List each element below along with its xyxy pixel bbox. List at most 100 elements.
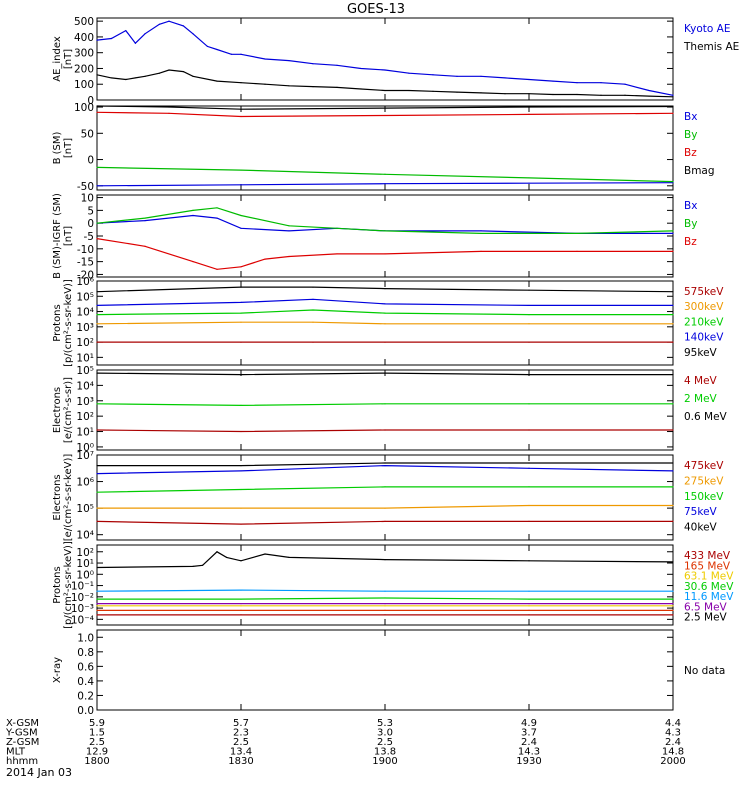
data-point <box>432 90 434 92</box>
data-point <box>672 232 674 235</box>
data-point <box>672 304 674 307</box>
data-point <box>504 77 506 79</box>
data-point <box>158 23 160 25</box>
y-tick-label: 10⁴ <box>76 380 94 392</box>
y-axis-units: [nT] <box>63 49 74 69</box>
x-row-value: 3.7 <box>521 728 537 739</box>
data-point <box>168 20 170 22</box>
data-point <box>672 230 674 232</box>
data-point <box>384 403 386 405</box>
data-point <box>96 39 98 41</box>
data-point <box>384 429 386 431</box>
data-point <box>264 58 266 60</box>
y-tick-label: 10⁻⁴ <box>71 614 94 626</box>
data-point <box>96 472 98 475</box>
data-point <box>144 245 146 247</box>
series-line-300keV <box>96 321 673 325</box>
panel-4: 10¹ 10² 10³ 10⁴ 10⁵ 10⁶ Protons [p/(cm²-s-sr-ke… <box>52 276 724 367</box>
data-point <box>96 111 98 113</box>
y-axis-label: X-ray <box>52 657 63 683</box>
data-point <box>192 33 194 35</box>
data-point <box>216 551 218 553</box>
y-axis-label: B (SM) <box>52 131 63 164</box>
data-point <box>528 304 530 307</box>
data-point <box>528 467 530 469</box>
data-point <box>672 486 674 488</box>
data-point <box>312 341 314 343</box>
data-point <box>384 520 386 523</box>
data-point <box>110 37 112 40</box>
data-point <box>96 598 98 600</box>
data-point <box>528 78 530 81</box>
y-tick-label: 10³ <box>76 322 94 334</box>
data-point <box>672 94 674 96</box>
data-point <box>336 64 338 66</box>
y-tick-label: 10⁰ <box>76 569 94 581</box>
x-row-value: 2.5 <box>377 737 393 748</box>
data-point <box>96 491 98 493</box>
x-row-value: 13.8 <box>374 747 396 758</box>
x-row-value: 14.3 <box>518 747 540 758</box>
y-tick-label: -50 <box>77 181 94 193</box>
data-point <box>96 314 98 316</box>
data-point <box>240 266 242 268</box>
legend-entry: 4 MeV <box>684 375 718 387</box>
legend-entry: 275keV <box>684 475 724 487</box>
data-point <box>480 75 482 77</box>
data-point <box>384 69 386 71</box>
x-row-value: 13.4 <box>230 747 252 758</box>
data-point <box>240 169 242 171</box>
panel-frame <box>96 454 674 541</box>
data-point <box>144 220 146 222</box>
data-point <box>672 602 674 605</box>
data-point <box>432 74 434 76</box>
data-point <box>408 72 410 74</box>
panel-frame <box>96 369 674 451</box>
x-row-value: 1800 <box>84 756 109 767</box>
data-point <box>182 71 184 73</box>
y-tick-label: 10⁰ <box>76 442 94 454</box>
y-tick-label: 10⁵ <box>76 365 94 377</box>
data-point <box>96 507 98 509</box>
data-point <box>288 230 290 232</box>
data-point <box>240 115 242 118</box>
data-point <box>552 80 554 82</box>
date-label: 2014 Jan 03 <box>6 766 72 779</box>
x-row-value: 4.3 <box>665 728 681 739</box>
x-row-label: MLT <box>6 747 26 758</box>
data-point <box>158 72 160 74</box>
x-row-value: 1830 <box>228 756 253 767</box>
data-point <box>288 255 290 258</box>
data-point <box>96 341 98 343</box>
y-tick-label: 0 <box>87 218 94 230</box>
data-point <box>96 372 98 374</box>
legend-entry: Bz <box>684 236 697 248</box>
y-tick-label: 10⁻² <box>71 592 94 604</box>
series-line-75keV <box>96 464 674 475</box>
y-axis-label: Protons <box>52 566 63 603</box>
data-point <box>672 470 674 472</box>
data-point <box>192 209 194 211</box>
y-tick-label: 10⁴ <box>76 530 94 542</box>
data-point <box>672 374 674 376</box>
x-row-value: 2.5 <box>89 737 105 748</box>
legend-entry: Bx <box>684 200 697 212</box>
series-line-210keV <box>96 309 673 316</box>
data-point <box>384 559 386 561</box>
data-point <box>96 323 98 325</box>
panel-frame <box>96 544 674 626</box>
series-line-Bmag <box>96 105 674 110</box>
data-point <box>528 520 530 523</box>
data-point <box>672 462 674 464</box>
data-point <box>226 556 228 558</box>
data-point <box>624 83 626 85</box>
data-point <box>456 91 458 93</box>
x-row-value: 1.5 <box>89 728 105 739</box>
legend-entry: Bz <box>684 147 697 159</box>
legend-entry: 2.5 MeV <box>684 612 728 624</box>
data-point <box>528 462 530 464</box>
data-point <box>528 182 530 184</box>
data-point <box>336 253 338 255</box>
